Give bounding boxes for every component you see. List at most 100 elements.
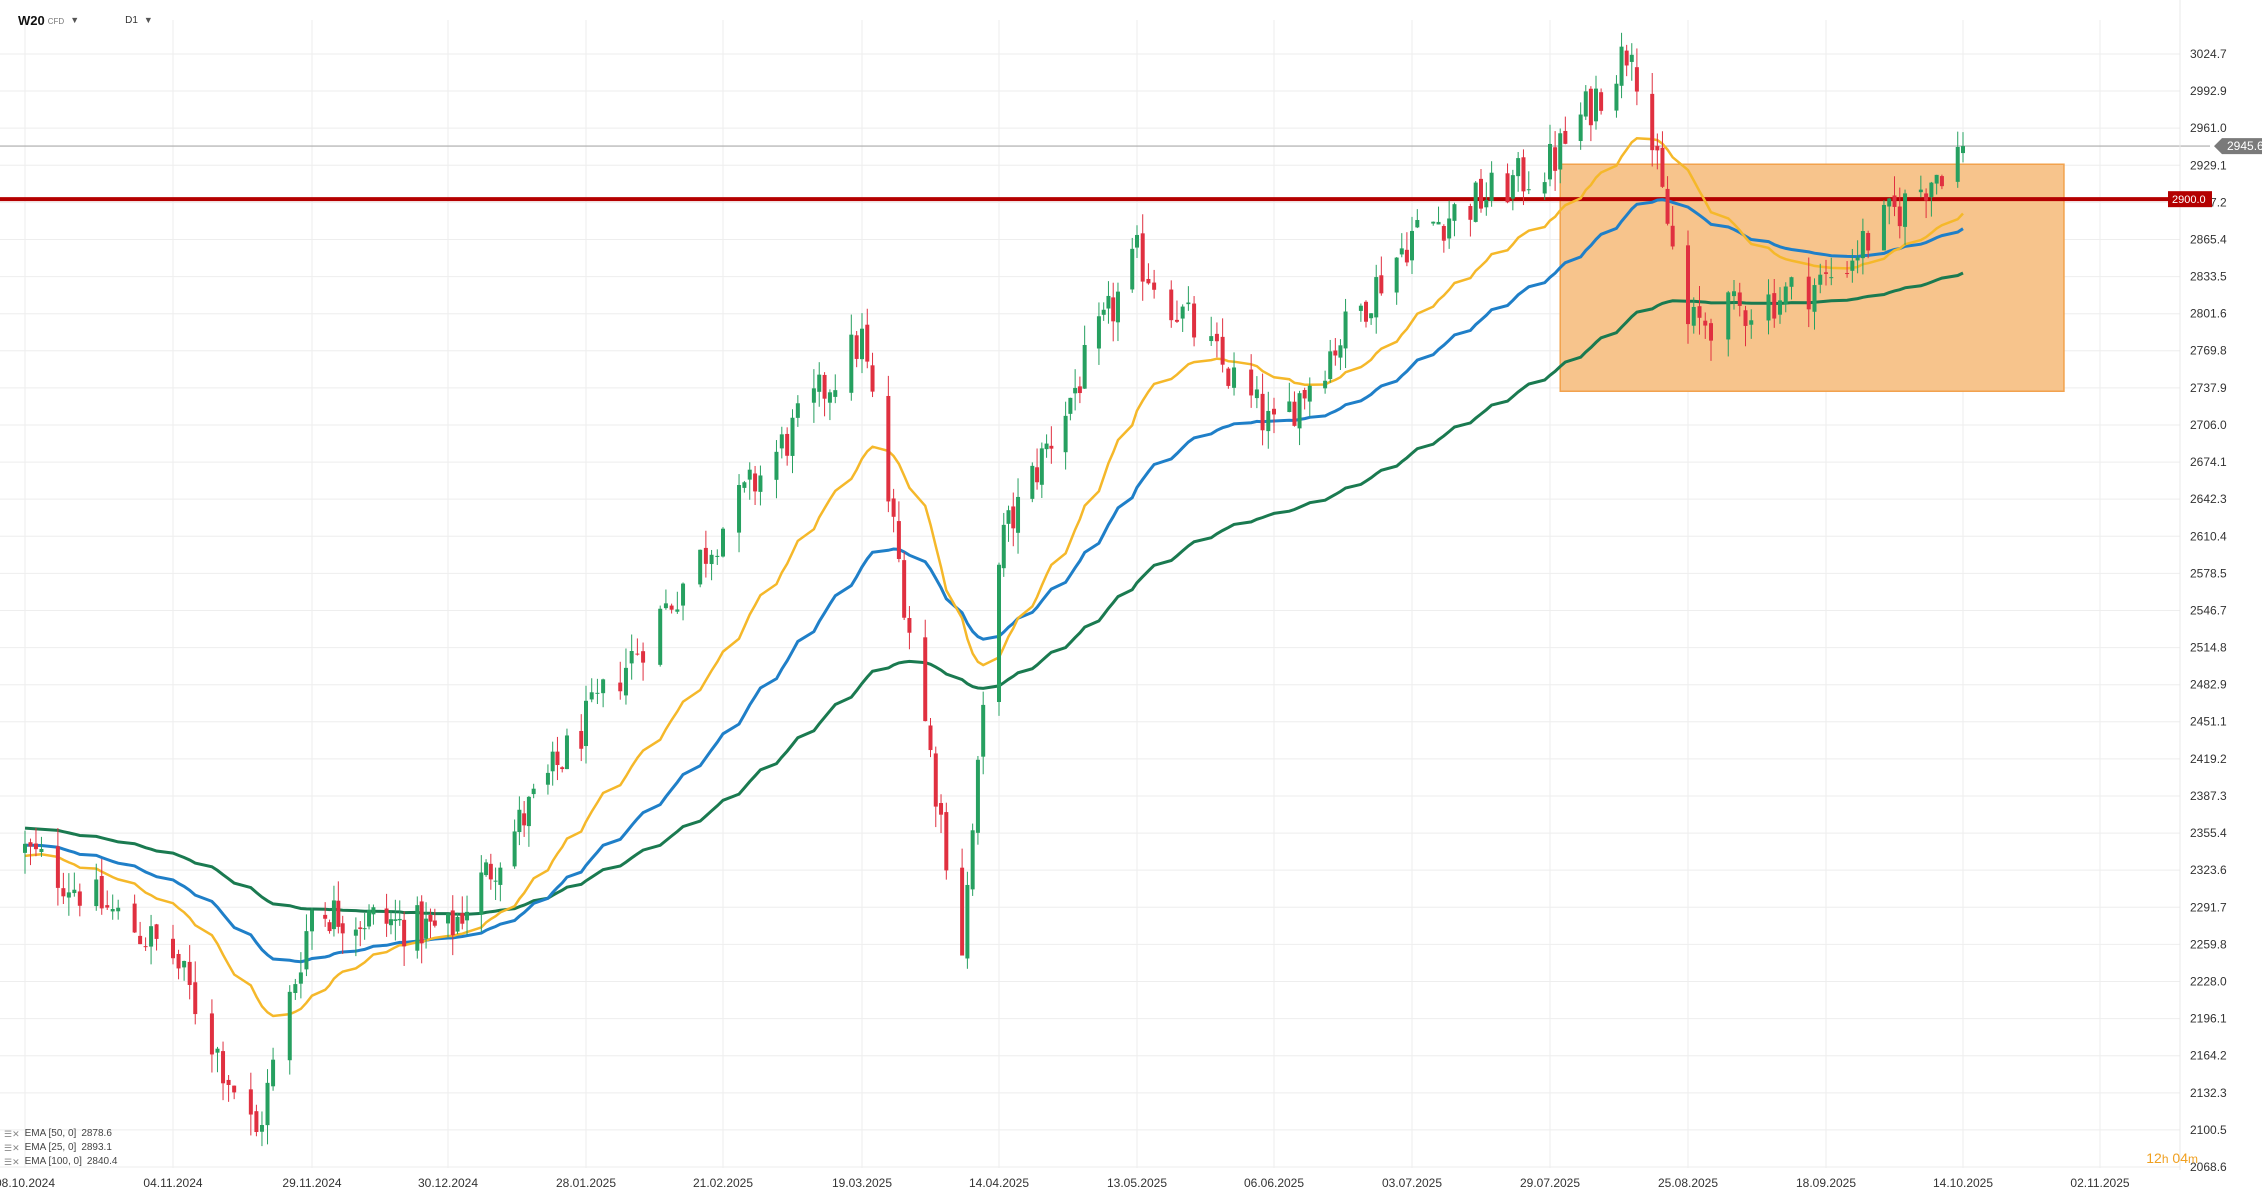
countdown-h-unit: h — [2161, 1152, 2169, 1166]
candle-body — [1169, 289, 1174, 321]
candle-body — [371, 907, 376, 915]
candle-body — [1096, 316, 1101, 349]
candle-body — [176, 953, 181, 969]
timeframe-dropdown-icon[interactable]: ▼ — [143, 15, 153, 25]
candle-body — [358, 927, 363, 930]
candle-body — [1016, 496, 1021, 533]
candle-body — [981, 704, 986, 757]
candle-body — [1452, 204, 1457, 221]
candle-body — [450, 910, 455, 936]
candle-body — [384, 908, 389, 924]
candle-body — [1180, 306, 1185, 319]
settings-icon[interactable]: ☰✕ — [4, 1129, 20, 1139]
candle-body — [629, 651, 634, 664]
candle-body — [1732, 291, 1736, 297]
settings-icon[interactable]: ☰✕ — [4, 1157, 20, 1167]
symbol-type: CFD — [47, 16, 65, 26]
candle-body — [827, 392, 832, 403]
candle-body — [432, 920, 437, 926]
symbol-name[interactable]: W20 — [18, 12, 45, 28]
candle-body — [907, 618, 912, 633]
candle-body — [584, 700, 588, 747]
candle-body — [455, 916, 460, 932]
candle-body — [1553, 147, 1558, 171]
candle-body — [55, 846, 60, 888]
candle-body — [171, 938, 175, 959]
symbol-dropdown-icon[interactable]: ▼ — [70, 15, 80, 25]
legend-value: 2893.1 — [81, 1142, 112, 1153]
candle-body — [1778, 300, 1782, 315]
candle-body — [1333, 350, 1338, 356]
candle-body — [1697, 306, 1702, 318]
price-tick-label: 2482.9 — [2190, 678, 2227, 692]
candle-body — [1374, 277, 1379, 318]
candle-body — [1892, 195, 1897, 207]
candle-body — [33, 843, 38, 850]
candle-body — [298, 972, 303, 984]
candle-body — [1866, 232, 1871, 251]
price-tick-label: 2546.7 — [2190, 603, 2227, 617]
candle-body — [23, 843, 27, 853]
candle-body — [323, 914, 328, 919]
price-tick-label: 2865.4 — [2190, 232, 2227, 246]
candle-body — [1903, 193, 1908, 227]
candle-body — [1634, 67, 1639, 92]
candle-body — [1686, 245, 1690, 325]
time-tick-label: 04.11.2024 — [143, 1176, 202, 1190]
candle-body — [336, 900, 341, 927]
candle-body — [635, 653, 640, 655]
candle-body — [865, 324, 870, 362]
candle-body — [742, 482, 747, 488]
candle-body — [1829, 277, 1834, 279]
candle-body — [460, 913, 465, 924]
candle-body — [1860, 231, 1865, 259]
candle-body — [1629, 54, 1634, 62]
candle-body — [1272, 408, 1276, 415]
settings-icon[interactable]: ☰✕ — [4, 1143, 20, 1153]
candle-body — [589, 692, 594, 700]
candle-body — [779, 434, 784, 449]
candle-body — [933, 753, 938, 807]
time-tick-label: 02.11.2025 — [2070, 1176, 2129, 1190]
legend-value: 2878.6 — [81, 1128, 112, 1139]
candle-body — [367, 909, 372, 927]
candle-body — [1358, 305, 1363, 311]
price-tick-label: 2355.4 — [2190, 826, 2227, 840]
candle-body — [681, 583, 686, 606]
candle-body — [353, 929, 358, 936]
candle-body — [1297, 393, 1302, 429]
timeframe-selector[interactable]: D1 — [125, 14, 138, 26]
candle-body — [1691, 306, 1696, 326]
price-tick-label: 2578.5 — [2190, 566, 2227, 580]
candle-body — [1415, 220, 1420, 228]
time-tick-label: 19.03.2025 — [832, 1176, 892, 1190]
candle-body — [388, 919, 393, 926]
time-tick-label: 29.11.2024 — [282, 1176, 341, 1190]
legend-ema100[interactable]: ☰✕ EMA [100, 0] 2840.4 — [4, 1155, 117, 1169]
candle-body — [1111, 297, 1116, 322]
time-tick-label: 25.08.2025 — [1658, 1176, 1718, 1190]
level-price-badge-bg — [2168, 191, 2212, 208]
candle-body — [265, 1082, 270, 1126]
time-tick-label: 28.01.2025 — [556, 1176, 616, 1190]
candle-body — [1410, 230, 1414, 261]
price-tick-label: 2514.8 — [2190, 641, 2227, 655]
candle-body — [293, 984, 298, 994]
candle-body — [1431, 221, 1436, 224]
legend-ema50[interactable]: ☰✕ EMA [50, 0] 2878.6 — [4, 1127, 117, 1141]
candle-countdown: 12h 04m — [2146, 1150, 2198, 1166]
chart-toolbar: W20 CFD ▼ D1 ▼ — [18, 10, 153, 30]
candle-body — [446, 913, 450, 924]
price-tick-label: 2196.1 — [2190, 1012, 2227, 1026]
legend-ema25[interactable]: ☰✕ EMA [25, 0] 2893.1 — [4, 1141, 117, 1155]
candle-body — [1068, 397, 1073, 414]
candle-body — [1489, 172, 1494, 201]
candle-body — [663, 603, 668, 609]
candle-body — [327, 922, 332, 932]
level-price-badge[interactable]: 2900.0 — [2168, 191, 2212, 208]
candle-body — [1140, 233, 1145, 282]
candle-body — [564, 735, 569, 770]
candle-body — [747, 469, 752, 480]
candle-body — [854, 335, 859, 359]
